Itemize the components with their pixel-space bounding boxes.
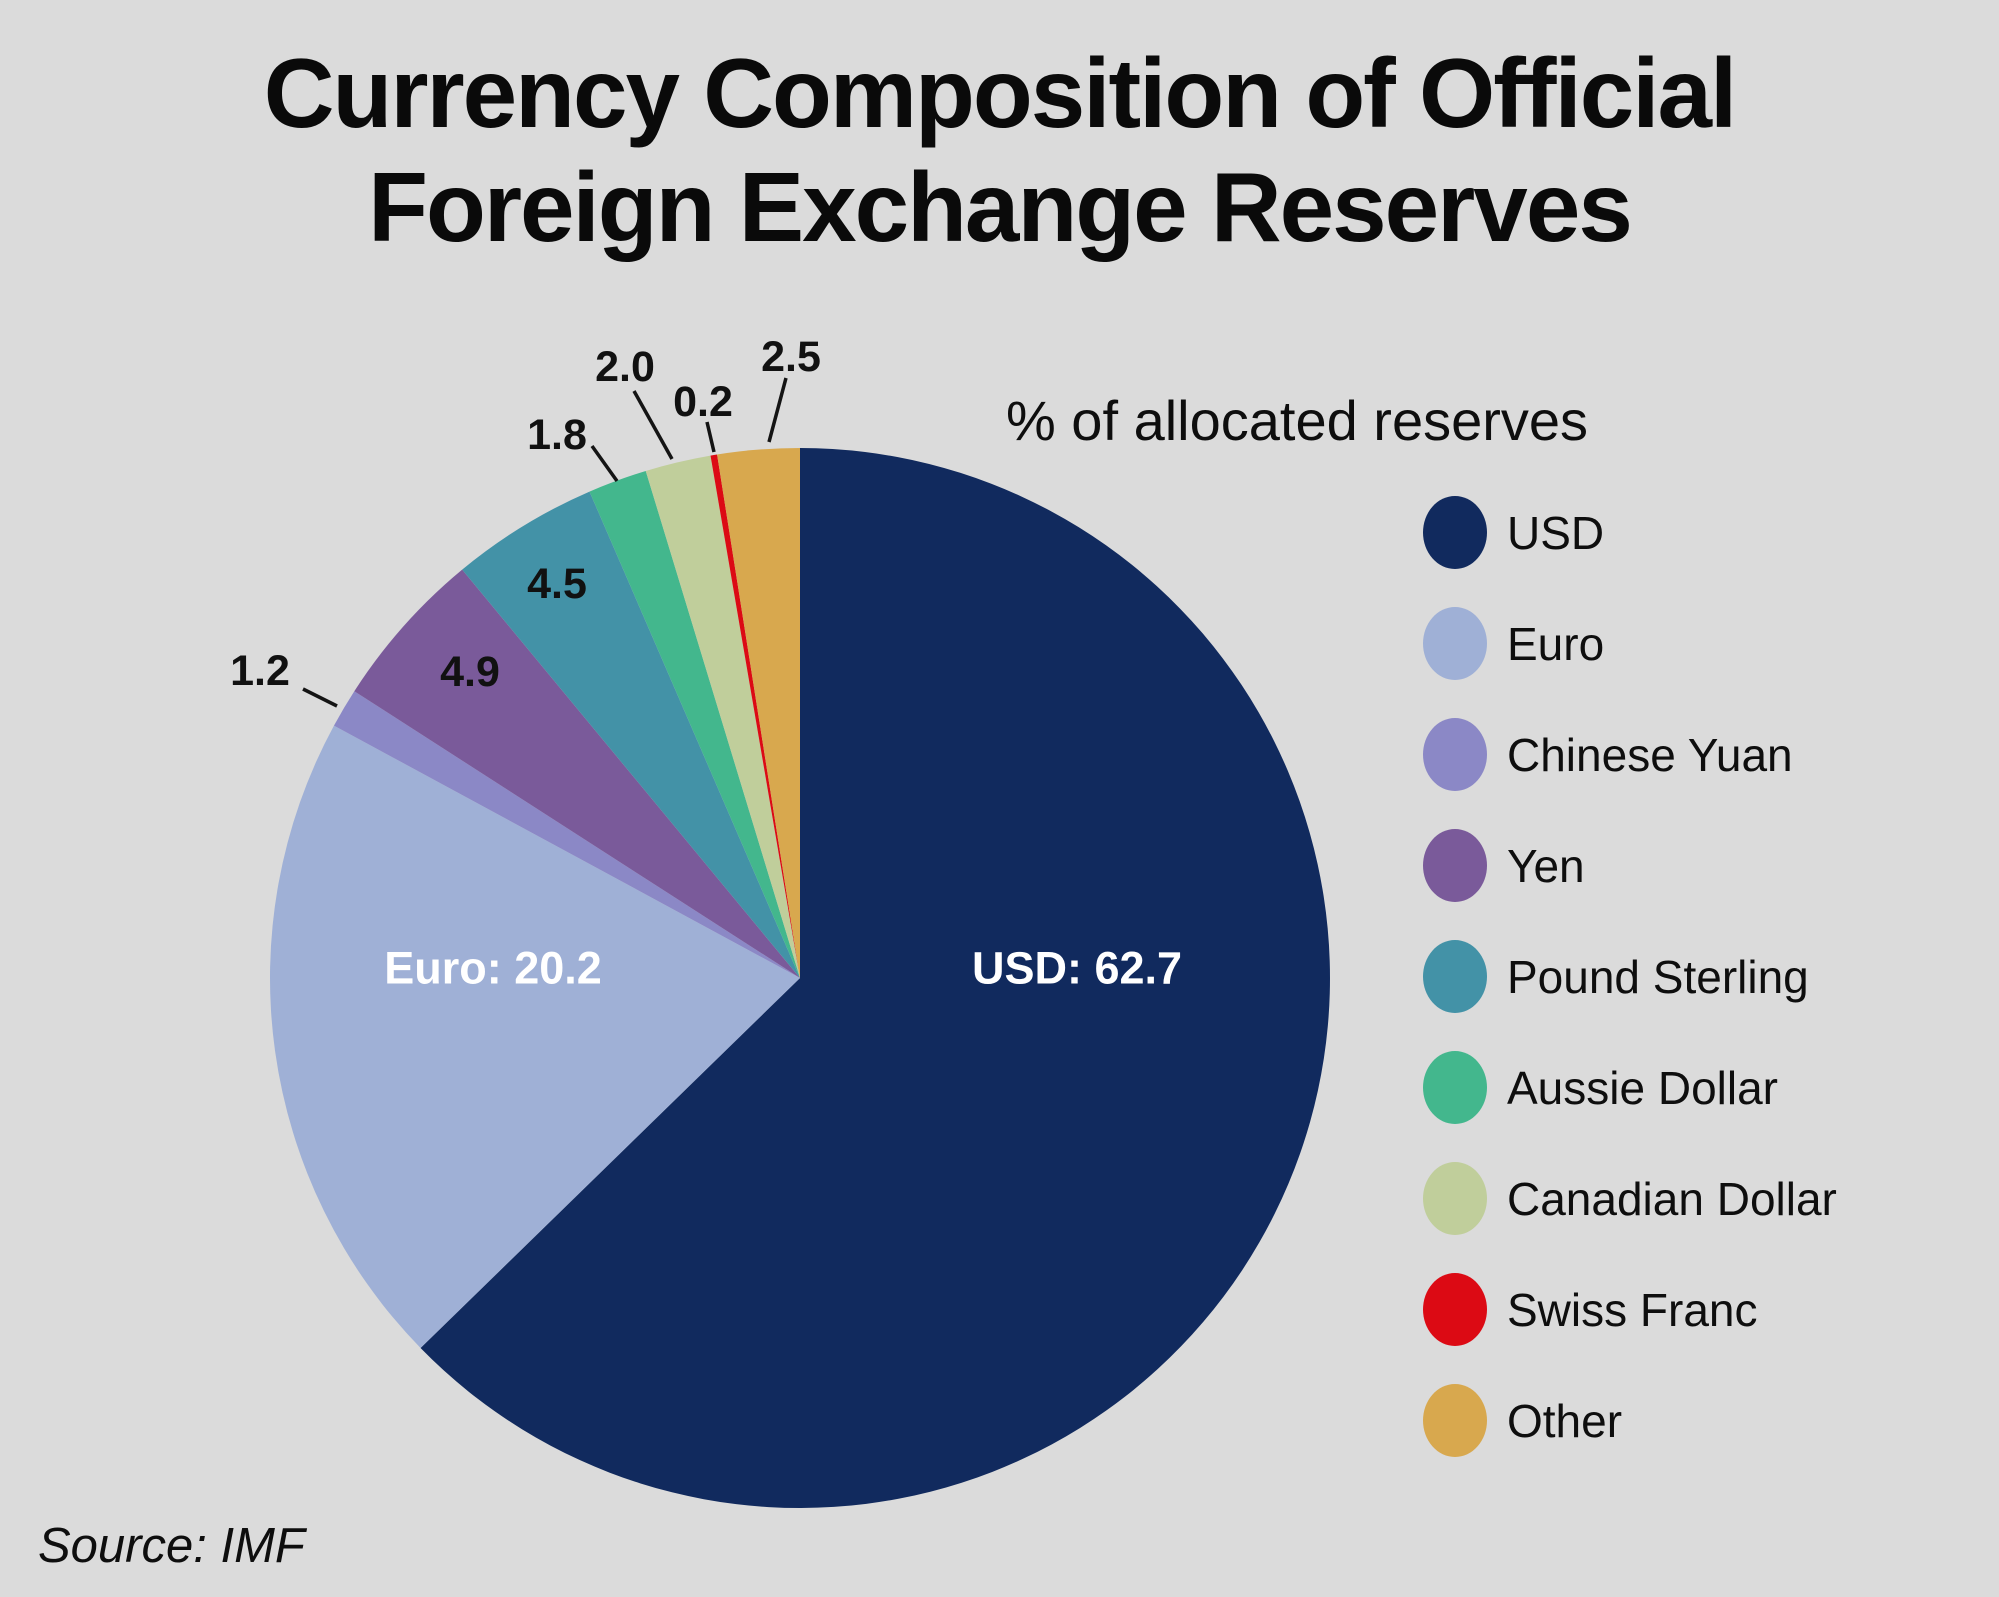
- legend-label-yen: Yen: [1507, 839, 1585, 892]
- legend-item-canadian-dollar: Canadian Dollar: [1423, 1162, 1837, 1235]
- legend-label-other: Other: [1507, 1394, 1623, 1447]
- slice-label-canadian-dollar: 2.0: [595, 343, 655, 391]
- leader-line-chinese-yuan: [302, 687, 338, 708]
- legend-swatch-pound-sterling: [1423, 940, 1487, 1013]
- legend-label-euro: Euro: [1507, 617, 1605, 670]
- slice-label-yen: 4.9: [440, 648, 500, 696]
- legend-label-chinese-yuan: Chinese Yuan: [1507, 728, 1793, 781]
- slice-label-aussie-dollar: 1.8: [527, 411, 587, 459]
- legend-swatch-usd: [1423, 496, 1487, 569]
- leader-line-other: [767, 377, 788, 443]
- leader-line-swiss-franc: [705, 421, 716, 453]
- legend-label-pound-sterling: Pound Sterling: [1507, 950, 1809, 1003]
- legend-swatch-euro: [1423, 607, 1487, 680]
- legend-swatch-swiss-franc: [1423, 1273, 1487, 1346]
- legend-swatch-yen: [1423, 829, 1487, 902]
- chart-subtitle: % of allocated reserves: [1005, 389, 1589, 452]
- slice-label-usd: USD: 62.7: [972, 943, 1182, 994]
- pie-slice-usd: [420, 448, 1330, 1508]
- pie-slice-other: [717, 448, 800, 978]
- slice-label-pound-sterling: 4.5: [527, 560, 587, 608]
- pie-slice-swiss-franc: [710, 454, 800, 978]
- legend-label-swiss-franc: Swiss Franc: [1507, 1283, 1758, 1336]
- pie-slice-yen: [354, 569, 800, 978]
- legend-item-aussie-dollar: Aussie Dollar: [1423, 1051, 1837, 1124]
- leader-line-canadian-dollar: [632, 390, 674, 460]
- leader-line-aussie-dollar: [590, 444, 619, 483]
- pie-slice-pound-sterling: [462, 491, 800, 978]
- legend-label-aussie-dollar: Aussie Dollar: [1507, 1061, 1778, 1114]
- legend-item-chinese-yuan: Chinese Yuan: [1423, 718, 1837, 791]
- legend-swatch-other: [1423, 1384, 1487, 1457]
- legend-item-euro: Euro: [1423, 607, 1837, 680]
- slice-label-other: 2.5: [761, 333, 821, 381]
- legend: USD Euro Chinese Yuan Yen Pound Sterling Auss…: [1423, 496, 1837, 1457]
- legend-item-usd: USD: [1423, 496, 1837, 569]
- legend-item-yen: Yen: [1423, 829, 1837, 902]
- legend-item-pound-sterling: Pound Sterling: [1423, 940, 1837, 1013]
- legend-swatch-canadian-dollar: [1423, 1162, 1487, 1235]
- slice-label-chinese-yuan: 1.2: [230, 647, 290, 695]
- slice-label-euro: Euro: 20.2: [384, 943, 602, 994]
- pie-slice-euro: [269, 725, 800, 1349]
- legend-swatch-chinese-yuan: [1423, 718, 1487, 791]
- pie-slice-chinese-yuan: [333, 691, 800, 978]
- slice-label-swiss-franc: 0.2: [673, 378, 733, 426]
- legend-label-canadian-dollar: Canadian Dollar: [1507, 1172, 1837, 1225]
- pie-slice-aussie-dollar: [589, 470, 800, 978]
- legend-item-swiss-franc: Swiss Franc: [1423, 1273, 1837, 1346]
- pie-slice-canadian-dollar: [645, 455, 800, 978]
- legend-swatch-aussie-dollar: [1423, 1051, 1487, 1124]
- chart-title: Currency Composition of Official Foreign…: [263, 38, 1737, 262]
- legend-label-usd: USD: [1507, 506, 1605, 559]
- source-note: Source: IMF: [38, 1519, 305, 1573]
- legend-item-other: Other: [1423, 1384, 1837, 1457]
